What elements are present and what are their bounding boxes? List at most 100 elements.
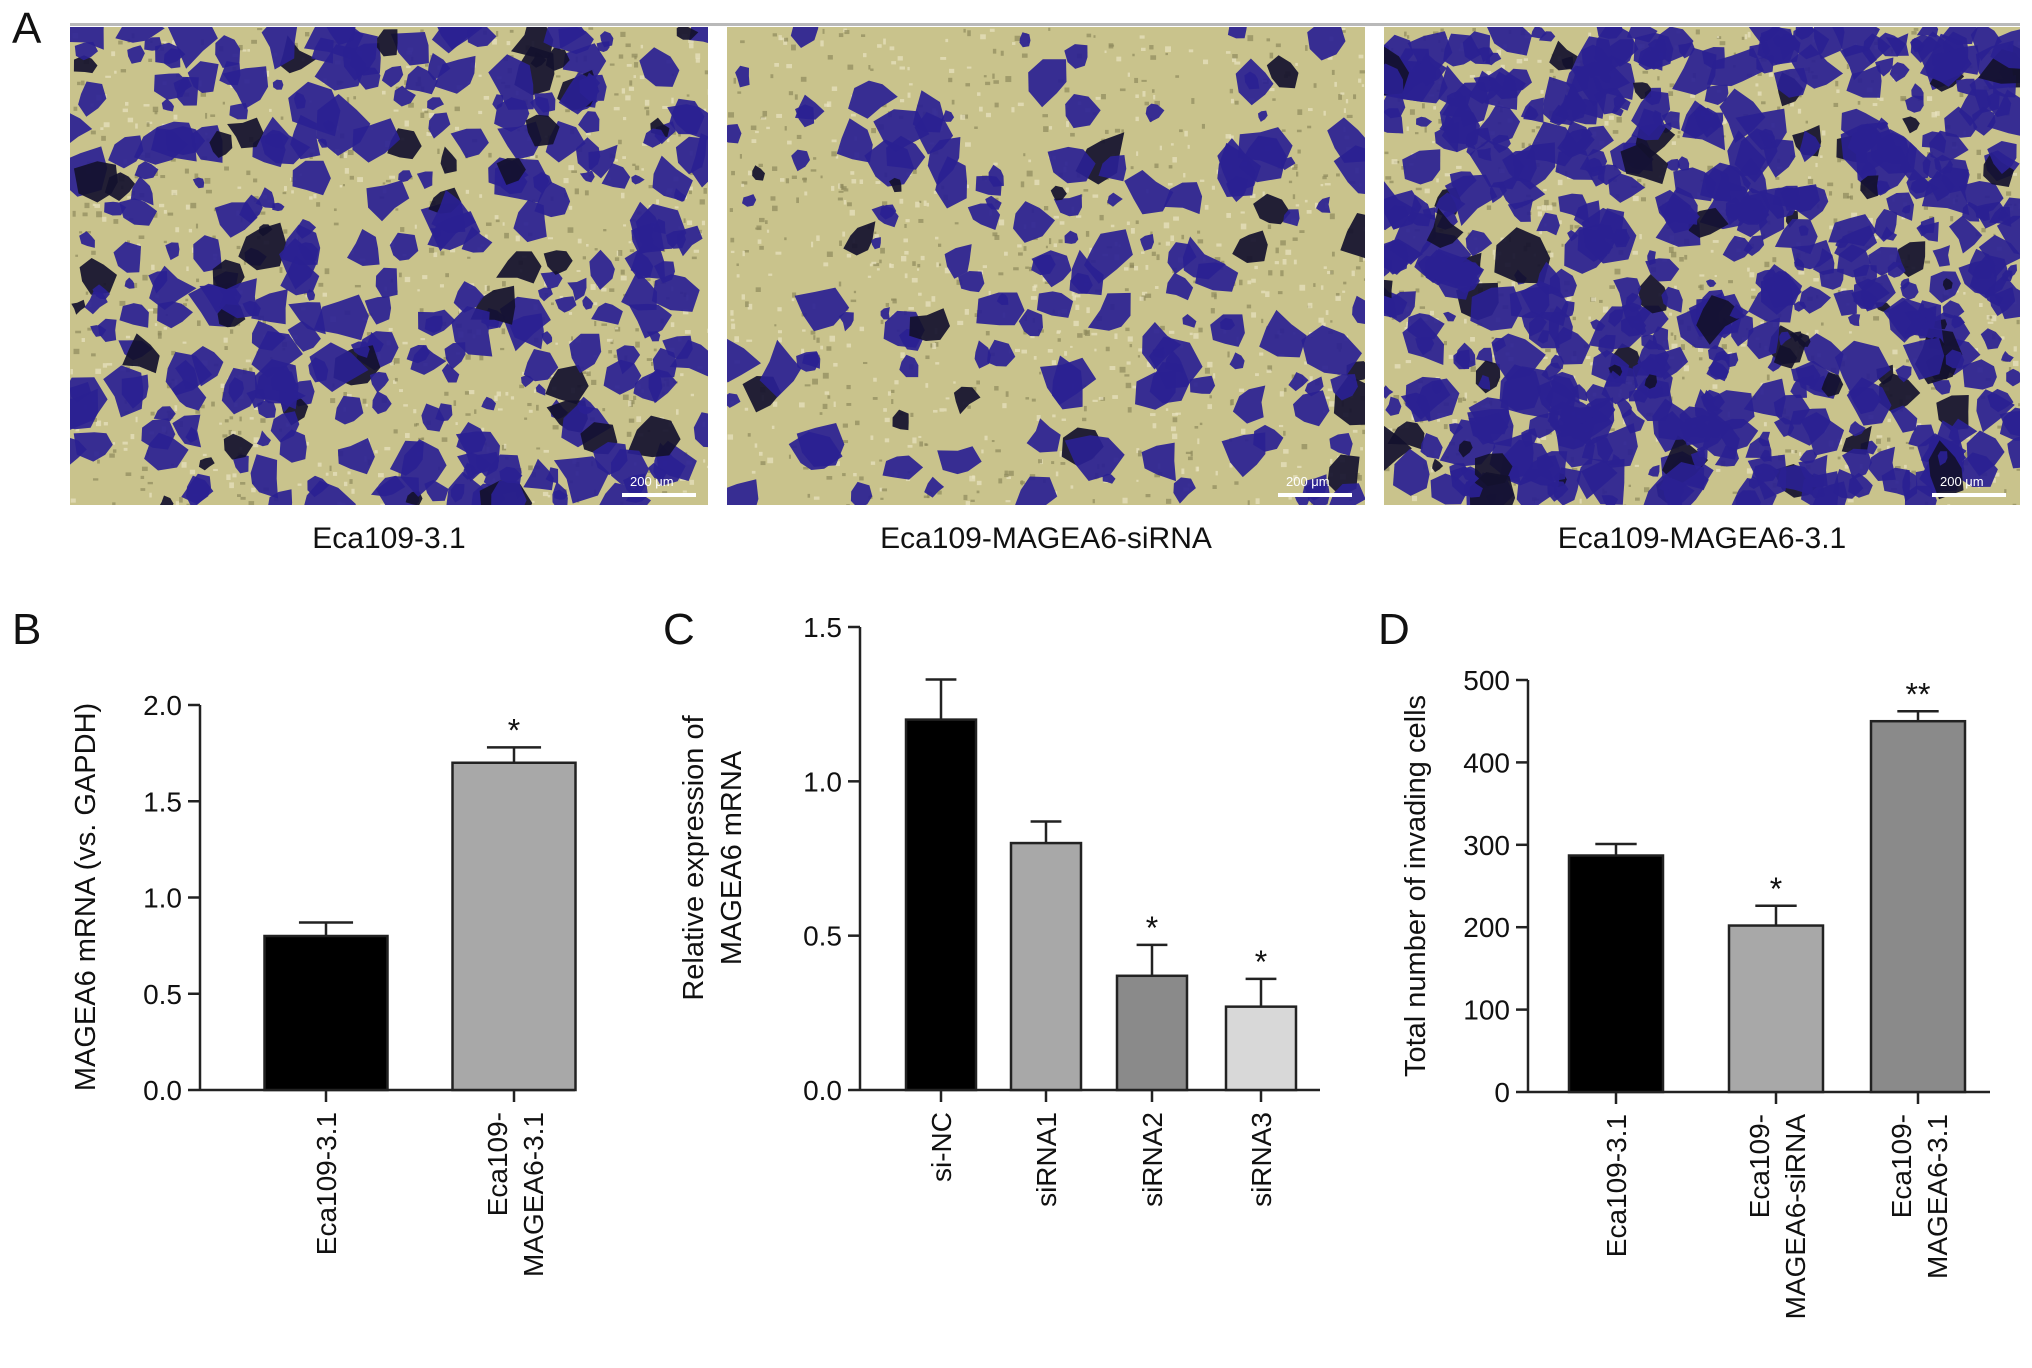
stained-cell	[1426, 207, 1464, 248]
speckle	[291, 190, 294, 194]
stained-cell	[1834, 340, 1891, 400]
speckle	[1680, 344, 1685, 350]
speckle	[1269, 88, 1275, 92]
stained-cell	[937, 446, 982, 475]
speckle	[1345, 99, 1349, 104]
speckle	[1004, 251, 1008, 256]
speckle	[576, 270, 581, 273]
speckle	[585, 132, 591, 136]
speckle	[1330, 320, 1333, 323]
y-axis-label: MAGEA6 mRNA (vs. GAPDH)	[70, 703, 102, 1091]
speckle	[1297, 109, 1303, 115]
speckle	[424, 110, 429, 114]
speckle	[1643, 183, 1646, 189]
stained-cell	[421, 403, 445, 432]
speckle	[1071, 291, 1075, 296]
speckle	[1842, 192, 1849, 199]
speckle	[1196, 466, 1200, 472]
speckle	[613, 354, 617, 358]
stained-cell	[1468, 397, 1510, 435]
stained-cell	[1851, 290, 1879, 310]
speckle	[1114, 128, 1121, 133]
speckle	[874, 234, 879, 239]
speckle	[945, 38, 949, 43]
speckle	[1234, 61, 1241, 65]
scale-bar-3	[1932, 493, 2006, 497]
stained-cell	[511, 27, 554, 59]
stained-cell	[1814, 27, 1845, 60]
speckle	[593, 302, 598, 306]
stained-cell	[1762, 264, 1803, 308]
speckle	[850, 113, 856, 117]
stained-cell	[543, 250, 573, 275]
speckle	[682, 490, 687, 493]
speckle	[420, 112, 425, 118]
speckle	[223, 337, 228, 343]
speckle	[1279, 391, 1284, 397]
speckle	[760, 461, 766, 466]
speckle	[1836, 89, 1840, 94]
stained-cell	[1416, 116, 1433, 127]
speckle	[1478, 121, 1482, 124]
speckle	[1763, 422, 1767, 427]
speckle	[1292, 167, 1298, 170]
stained-cell	[1521, 311, 1547, 337]
speckle	[689, 479, 695, 485]
speckle	[568, 165, 575, 171]
speckle	[1135, 94, 1139, 98]
speckle	[1486, 71, 1492, 77]
panel-letter-b: B	[12, 605, 42, 654]
speckle	[1867, 217, 1873, 224]
stained-cell	[1475, 105, 1521, 146]
speckle	[1331, 251, 1335, 257]
speckle	[1385, 176, 1392, 180]
speckle	[1833, 218, 1838, 224]
stained-cell	[104, 201, 127, 216]
speckle	[908, 307, 914, 310]
speckle	[1356, 474, 1362, 481]
stained-cell	[616, 345, 641, 375]
speckle	[260, 318, 263, 323]
speckle	[1516, 58, 1523, 64]
stained-cell	[1253, 424, 1284, 452]
speckle	[485, 222, 492, 226]
speckle	[2004, 489, 2007, 494]
speckle	[1559, 220, 1562, 225]
x-tick-label-line: Eca109-	[1886, 1114, 1917, 1218]
speckle	[784, 37, 789, 42]
stained-cell	[871, 205, 899, 228]
speckle	[842, 473, 846, 477]
speckle	[1083, 189, 1089, 192]
speckle	[433, 252, 438, 258]
speckle	[948, 77, 953, 83]
speckle	[567, 227, 574, 233]
stained-cell	[788, 431, 843, 470]
speckle	[1049, 126, 1053, 130]
speckle	[1873, 236, 1879, 239]
speckle	[1904, 464, 1907, 469]
stained-cell	[1520, 97, 1544, 123]
speckle	[849, 209, 855, 216]
speckle	[245, 359, 251, 363]
stained-cell	[219, 278, 258, 319]
speckle	[1913, 27, 1919, 31]
speckle	[75, 254, 79, 257]
speckle	[1266, 369, 1272, 373]
stained-cell	[899, 354, 919, 378]
stained-cell	[456, 422, 487, 454]
speckle	[113, 219, 119, 224]
stained-cell	[119, 198, 158, 226]
speckle	[1197, 239, 1204, 244]
speckle	[998, 478, 1003, 484]
speckle	[1813, 278, 1819, 282]
speckle	[963, 28, 966, 33]
speckle	[1343, 108, 1347, 113]
stained-cell	[418, 309, 456, 337]
speckle	[786, 64, 793, 69]
stained-cell	[674, 188, 687, 202]
speckle	[1170, 143, 1174, 146]
speckle	[872, 397, 878, 400]
speckle	[173, 114, 178, 120]
